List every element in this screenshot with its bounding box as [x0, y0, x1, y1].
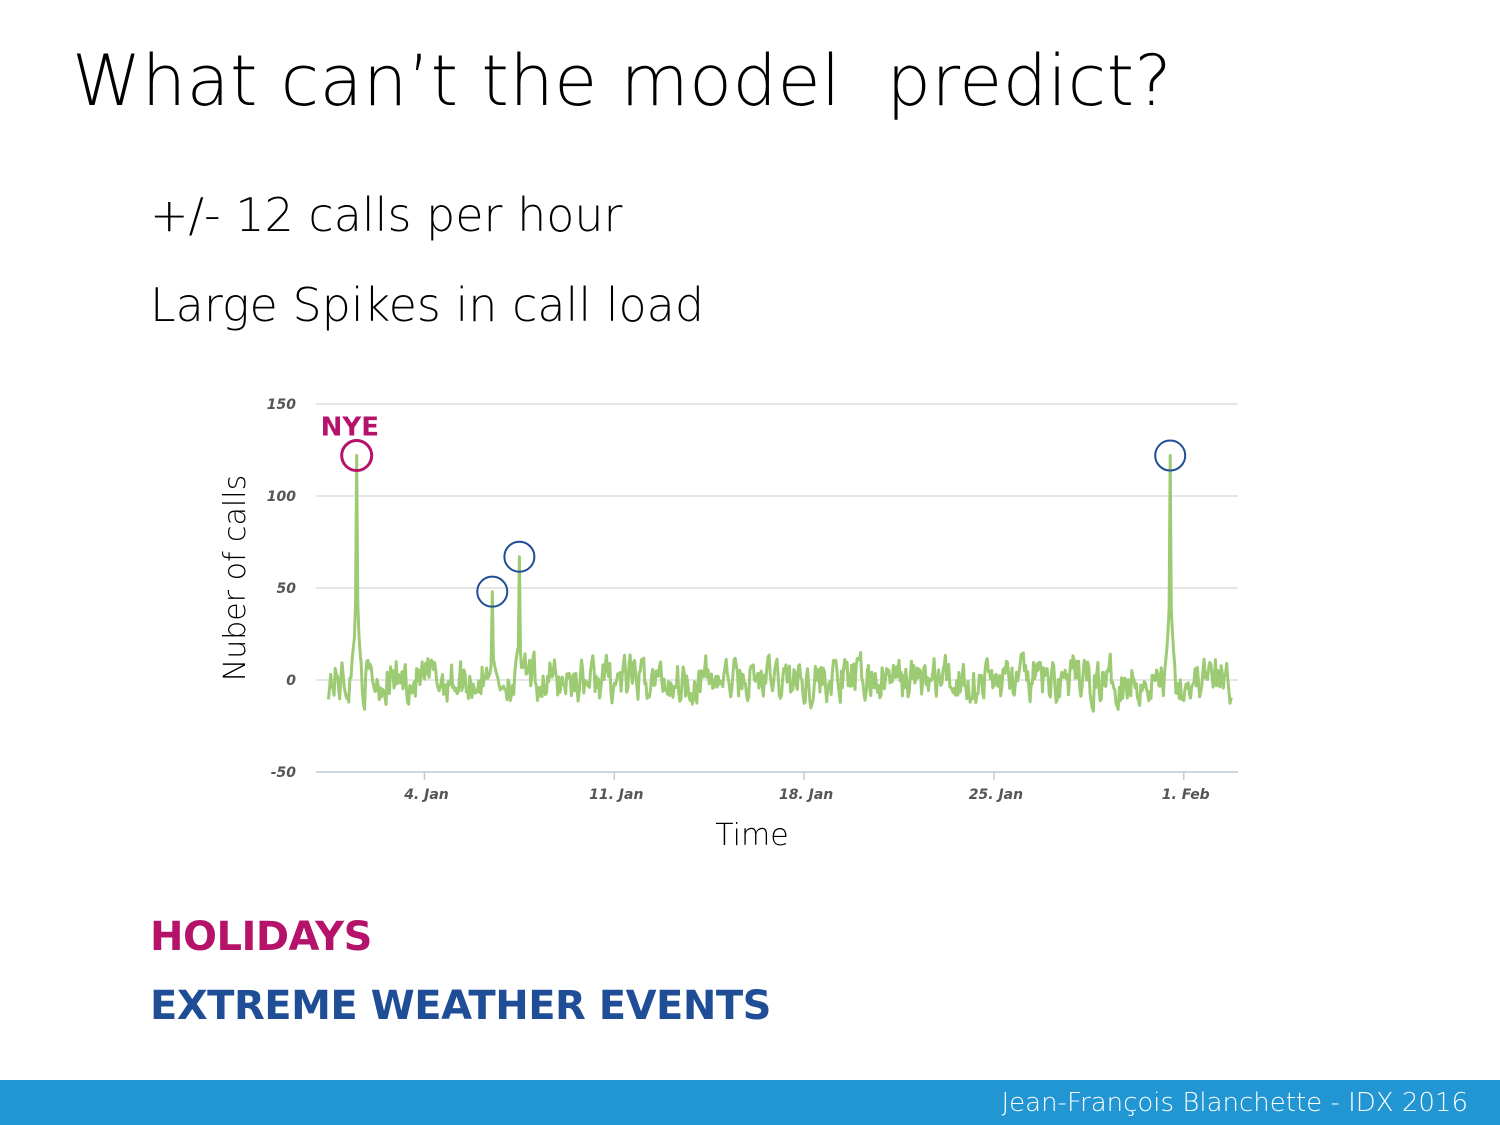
weather-spike-marker	[1154, 439, 1187, 472]
nye-label: NYE	[321, 413, 379, 443]
spike-annotations: NYE	[321, 413, 1187, 608]
y-axis: -50 0 50 100 150	[267, 397, 296, 781]
slide-title: What can’t the model predict?	[72, 40, 1173, 122]
y-tick-label: -50	[271, 765, 297, 781]
y-tick-label: 0	[286, 673, 296, 689]
series-line	[326, 454, 1233, 713]
call-load-chart: 4. Jan 11. Jan 18. Jan 25. Jan 1. Feb -50 0 50…	[218, 397, 1238, 853]
holiday-spike-marker	[340, 439, 374, 473]
weather-spike-marker	[476, 575, 509, 608]
legend-holidays: HOLIDAYS	[150, 914, 372, 960]
footer-bar: Jean-François Blanchette - IDX 2016	[0, 1080, 1500, 1125]
x-axis-label: Time	[715, 818, 788, 853]
y-tick-label: 50	[277, 581, 297, 597]
x-tick-label: 1. Feb	[1162, 787, 1210, 803]
x-tick-label: 4. Jan	[403, 787, 449, 803]
x-tick-label: 18. Jan	[779, 787, 833, 803]
chart-grid	[316, 403, 1238, 773]
weather-spike-marker	[503, 540, 536, 573]
y-tick-label: 150	[267, 397, 296, 413]
y-axis-label: Nuber of calls	[218, 475, 253, 681]
bullet-spikes: Large Spikes in call load	[150, 278, 705, 332]
x-axis: 4. Jan 11. Jan 18. Jan 25. Jan 1. Feb	[316, 771, 1238, 803]
y-tick-label: 100	[267, 489, 296, 505]
bullet-accuracy: +/- 12 calls per hour	[150, 188, 623, 242]
legend-extreme-weather: EXTREME WEATHER EVENTS	[150, 983, 771, 1029]
x-tick-label: 25. Jan	[969, 787, 1023, 803]
footer-credit: Jean-François Blanchette - IDX 2016	[1001, 1088, 1468, 1118]
x-tick-label: 11. Jan	[589, 787, 643, 803]
